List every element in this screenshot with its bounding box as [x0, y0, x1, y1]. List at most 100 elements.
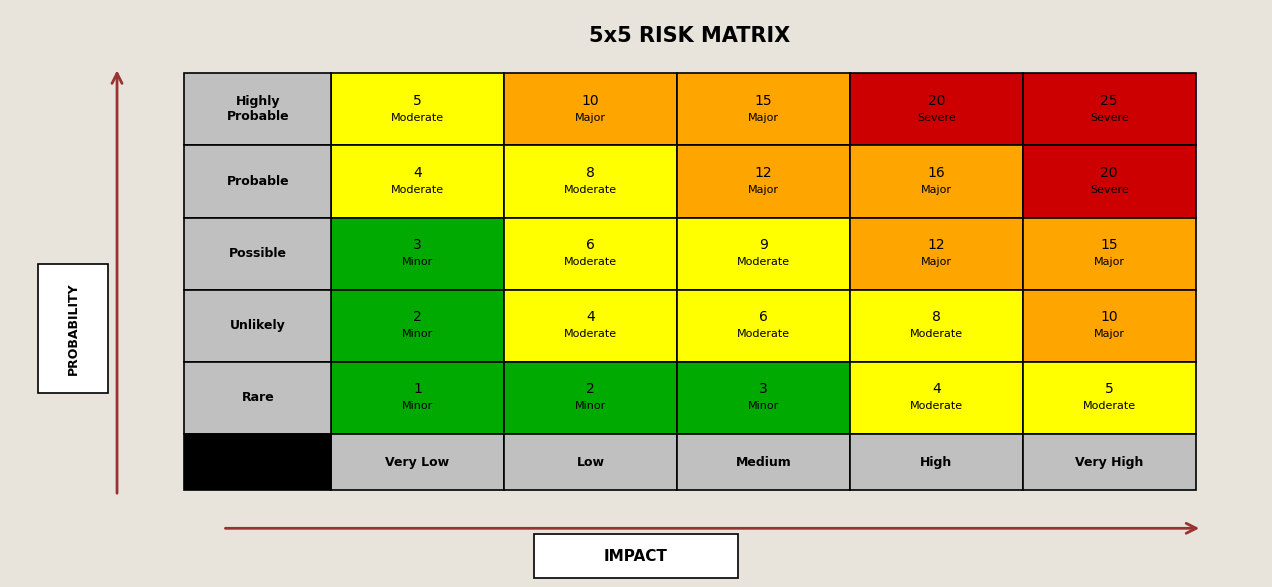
Text: 12: 12	[927, 238, 945, 252]
Text: Moderate: Moderate	[563, 329, 617, 339]
Bar	[184, 73, 331, 146]
Text: Low: Low	[576, 456, 604, 468]
Bar	[677, 73, 850, 146]
Text: Major: Major	[921, 185, 951, 195]
Bar	[504, 218, 677, 289]
Text: 9: 9	[759, 238, 768, 252]
Text: 6: 6	[759, 310, 768, 324]
Text: 20: 20	[927, 94, 945, 108]
Text: 25: 25	[1100, 94, 1118, 108]
Text: Moderate: Moderate	[563, 257, 617, 267]
Text: PROBABILITY: PROBABILITY	[66, 282, 80, 375]
Text: Severe: Severe	[917, 113, 955, 123]
Bar	[1023, 289, 1196, 362]
Bar	[850, 434, 1023, 490]
Text: 6: 6	[586, 238, 595, 252]
Text: Minor: Minor	[402, 402, 434, 411]
Text: 16: 16	[927, 166, 945, 180]
Text: 4: 4	[586, 310, 595, 324]
Bar	[331, 218, 504, 289]
Text: 5x5 RISK MATRIX: 5x5 RISK MATRIX	[589, 26, 790, 46]
Text: Minor: Minor	[748, 402, 778, 411]
Text: 15: 15	[754, 94, 772, 108]
Bar	[504, 362, 677, 434]
Text: Major: Major	[748, 185, 778, 195]
Text: 8: 8	[932, 310, 941, 324]
Bar	[850, 146, 1023, 218]
Bar	[1023, 434, 1196, 490]
Bar	[677, 218, 850, 289]
Text: Possible: Possible	[229, 247, 286, 260]
Bar	[331, 362, 504, 434]
Bar	[504, 289, 677, 362]
Bar	[677, 362, 850, 434]
Text: Major: Major	[575, 113, 605, 123]
Text: 8: 8	[586, 166, 595, 180]
Text: 10: 10	[1100, 310, 1118, 324]
Bar	[534, 534, 738, 578]
Text: 2: 2	[586, 382, 595, 396]
Bar	[184, 289, 331, 362]
Bar	[184, 362, 331, 434]
Bar	[504, 73, 677, 146]
Text: 10: 10	[581, 94, 599, 108]
Text: Major: Major	[1094, 257, 1124, 267]
Text: High: High	[920, 456, 953, 468]
Text: 2: 2	[413, 310, 422, 324]
Text: 12: 12	[754, 166, 772, 180]
Text: Moderate: Moderate	[736, 329, 790, 339]
Bar	[850, 362, 1023, 434]
Bar	[677, 146, 850, 218]
Text: Unlikely: Unlikely	[230, 319, 286, 332]
Text: 5: 5	[413, 94, 422, 108]
Bar	[38, 264, 108, 393]
Text: 4: 4	[413, 166, 422, 180]
Bar	[850, 73, 1023, 146]
Text: Moderate: Moderate	[909, 329, 963, 339]
Bar	[677, 434, 850, 490]
Text: Medium: Medium	[735, 456, 791, 468]
Text: IMPACT: IMPACT	[604, 549, 668, 564]
Text: Major: Major	[921, 257, 951, 267]
Bar	[677, 289, 850, 362]
Text: Moderate: Moderate	[391, 113, 444, 123]
Bar	[504, 434, 677, 490]
Text: Major: Major	[1094, 329, 1124, 339]
Bar	[331, 434, 504, 490]
Text: Severe: Severe	[1090, 113, 1128, 123]
Text: 15: 15	[1100, 238, 1118, 252]
Bar	[1023, 146, 1196, 218]
Text: Moderate: Moderate	[563, 185, 617, 195]
Text: Very Low: Very Low	[385, 456, 449, 468]
Bar	[504, 146, 677, 218]
Text: Rare: Rare	[242, 392, 275, 404]
Bar	[331, 289, 504, 362]
Text: 4: 4	[932, 382, 941, 396]
Bar	[331, 146, 504, 218]
Bar	[184, 218, 331, 289]
Text: 20: 20	[1100, 166, 1118, 180]
Text: Major: Major	[748, 113, 778, 123]
Bar	[184, 434, 331, 490]
Text: Minor: Minor	[402, 329, 434, 339]
Bar	[331, 73, 504, 146]
Bar	[1023, 73, 1196, 146]
Text: Highly
Probable: Highly Probable	[226, 96, 289, 123]
Bar	[850, 218, 1023, 289]
Bar	[1023, 218, 1196, 289]
Text: Very High: Very High	[1075, 456, 1144, 468]
Text: Severe: Severe	[1090, 185, 1128, 195]
Bar	[184, 146, 331, 218]
Text: Moderate: Moderate	[736, 257, 790, 267]
Text: Minor: Minor	[402, 257, 434, 267]
Text: Moderate: Moderate	[1082, 402, 1136, 411]
Bar	[850, 289, 1023, 362]
Text: Minor: Minor	[575, 402, 605, 411]
Text: 3: 3	[759, 382, 768, 396]
Text: 1: 1	[413, 382, 422, 396]
Text: Moderate: Moderate	[391, 185, 444, 195]
Bar	[1023, 362, 1196, 434]
Text: Moderate: Moderate	[909, 402, 963, 411]
Text: Probable: Probable	[226, 175, 289, 188]
Text: 5: 5	[1105, 382, 1113, 396]
